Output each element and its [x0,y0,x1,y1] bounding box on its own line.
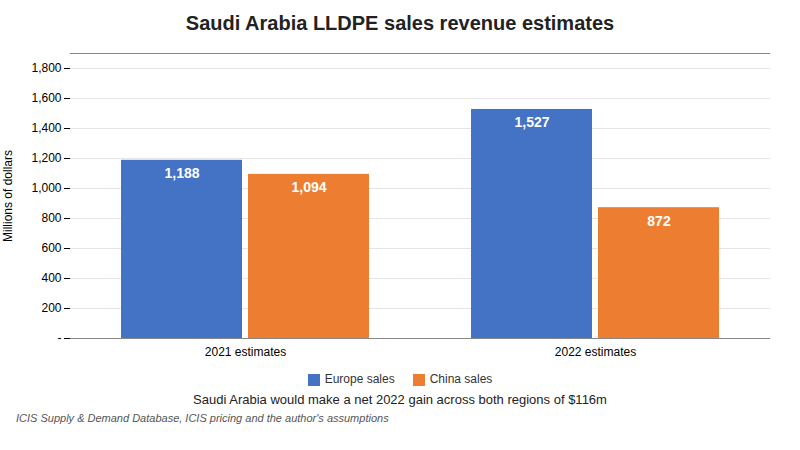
html-text:Europe sales: Europe sales [324,372,395,386]
svg-text:800: 800 [41,211,61,225]
html-text:Saudi Arabia would make a net: Saudi Arabia would make a net 2022 gain … [193,392,607,407]
svg-text:1,200: 1,200 [31,151,61,165]
svg-text:-: - [58,331,62,345]
svg-text:872: 872 [647,213,671,229]
svg-text:1,527: 1,527 [514,114,549,130]
svg-text:2022 estimates: 2022 estimates [555,345,636,359]
svg-text:200: 200 [41,301,61,315]
svg-text:Millions of dollars: Millions of dollars [1,150,15,242]
svg-text:1,000: 1,000 [31,181,61,195]
svg-text:600: 600 [41,241,61,255]
html-text:Saudi Arabia LLDPE sales reven: Saudi Arabia LLDPE sales revenue estimat… [185,12,615,34]
svg-text:1,800: 1,800 [31,61,61,75]
html-text:China sales: China sales [429,372,493,386]
svg-text:400: 400 [41,271,61,285]
html-text:ICIS Supply & Demand Database,: ICIS Supply & Demand Database, ICIS pric… [16,412,389,424]
svg-text:1,600: 1,600 [31,91,61,105]
svg-text:1,400: 1,400 [31,121,61,135]
svg-text:1,188: 1,188 [164,165,199,181]
svg-text:2021 estimates: 2021 estimates [205,345,286,359]
svg-text:1,094: 1,094 [291,179,326,195]
